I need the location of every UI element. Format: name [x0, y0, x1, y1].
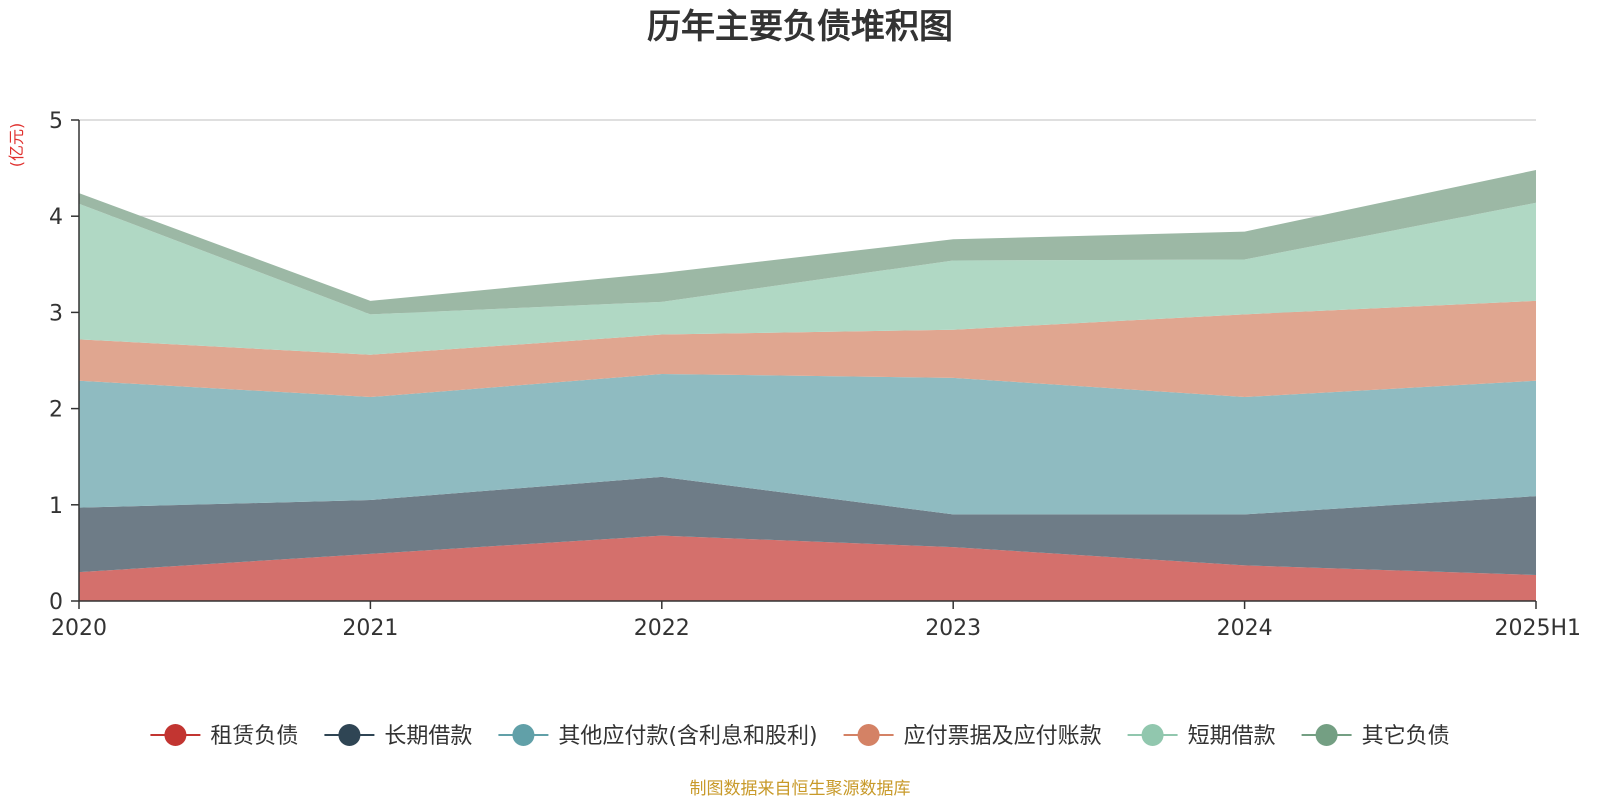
legend-item-3[interactable]: 应付票据及应付账款	[843, 724, 1102, 749]
x-tick-label: 2022	[634, 616, 690, 641]
legend[interactable]: 租赁负债 长期借款 其他应付款(含利息和股利) 应付票据及应付账款 短期借款 其它负债	[150, 724, 1450, 749]
y-tick-label: 5	[49, 109, 63, 134]
area-series-4	[79, 202, 1536, 355]
legend-label: 短期借款	[1188, 724, 1276, 749]
legend-label: 其他应付款(含利息和股利)	[558, 724, 817, 749]
x-tick-label: 2020	[51, 616, 107, 641]
y-tick-label: 2	[49, 398, 63, 423]
x-tick-label: 2025H1	[1494, 616, 1581, 641]
legend-item-5[interactable]: 其它负债	[1301, 724, 1450, 749]
stacked-areas	[79, 170, 1536, 601]
x-tick-label: 2023	[925, 616, 981, 641]
legend-item-2[interactable]: 其他应付款(含利息和股利)	[498, 724, 818, 749]
legend-item-0[interactable]: 租赁负债	[150, 724, 298, 749]
legend-item-1[interactable]: 长期借款	[324, 724, 472, 749]
legend-label: 租赁负债	[210, 724, 298, 749]
source-footnote: 制图数据来自恒生聚源数据库	[690, 779, 911, 799]
y-axis-unit: (亿元)	[7, 123, 26, 168]
y-tick-label: 1	[49, 494, 63, 519]
area-series-2	[79, 373, 1536, 515]
legend-item-4[interactable]: 短期借款	[1127, 724, 1276, 749]
legend-marker-icon	[857, 724, 880, 746]
area-series-1	[79, 476, 1536, 576]
x-tick-label: 2024	[1217, 616, 1273, 641]
legend-label: 应付票据及应付账款	[904, 724, 1102, 749]
area-series-5	[79, 170, 1536, 315]
y-tick-label: 4	[49, 205, 63, 230]
legend-marker-icon	[1141, 724, 1164, 746]
y-tick-label: 0	[49, 590, 63, 615]
y-tick-label: 3	[49, 301, 63, 326]
x-tick-label: 2021	[342, 616, 398, 641]
area-series-0	[79, 535, 1536, 601]
axes: 0 1 2 3 4 5 2020 2021 2022 2023 2024 2025H1	[49, 109, 1581, 641]
area-series-3	[79, 300, 1536, 398]
legend-label: 其它负债	[1362, 724, 1450, 749]
legend-marker-icon	[1315, 724, 1338, 746]
legend-marker-icon	[512, 724, 535, 746]
chart-title: 历年主要负债堆积图	[647, 7, 953, 47]
legend-marker-icon	[164, 724, 187, 746]
legend-label: 长期借款	[384, 724, 472, 749]
legend-marker-icon	[338, 724, 361, 746]
